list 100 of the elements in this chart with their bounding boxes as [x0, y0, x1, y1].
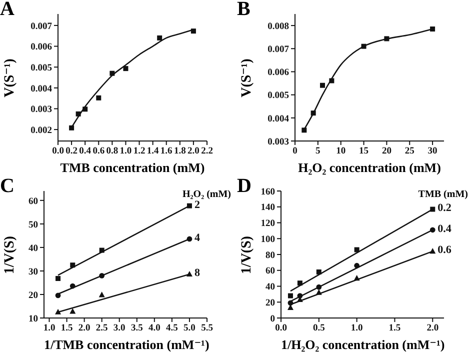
- y-axis-title: 1/V(S): [2, 235, 18, 274]
- x-tick-label: 1.5: [60, 324, 73, 334]
- point: [186, 270, 192, 277]
- point: [361, 44, 366, 49]
- x-axis-title: H₂O₂ concentration (mM): [297, 159, 442, 176]
- series-label: 0.2: [438, 201, 452, 216]
- x-tick-label: 3.5: [130, 324, 144, 334]
- chart-title: C: [0, 175, 14, 198]
- point: [99, 248, 104, 253]
- x-tick-label: 0.2: [66, 146, 78, 157]
- x-tick-label: 1.6: [160, 146, 173, 157]
- y-tick-label: 120: [260, 219, 276, 230]
- y-tick-label: 100: [260, 234, 276, 245]
- x-tick-label: 1.4: [146, 146, 160, 157]
- x-tick-label: 5.0: [184, 324, 196, 334]
- point: [430, 248, 436, 254]
- point: [302, 128, 307, 133]
- series-label: 0.4: [438, 222, 452, 236]
- point: [354, 262, 360, 268]
- x-tick-label: 20: [382, 146, 392, 157]
- point: [55, 308, 62, 314]
- y-tick-label: 140: [260, 203, 276, 214]
- y-tick-label: 0.007: [30, 22, 52, 32]
- y-tick-label: 40: [266, 282, 276, 293]
- x-tick-label: 5: [316, 146, 321, 157]
- x-tick-label: 1.0: [350, 324, 363, 334]
- point: [354, 275, 360, 281]
- y-axis-title: V(S⁻¹): [2, 58, 18, 97]
- x-tick-label: 0.8: [106, 146, 118, 157]
- x-axis-title: 1/H₂O₂ concentration (mM⁻¹): [281, 336, 445, 353]
- point: [190, 28, 196, 34]
- x-tick-label: 4.0: [148, 324, 161, 334]
- point: [316, 284, 322, 290]
- y-tick-label: 0.005: [268, 91, 290, 102]
- point: [430, 26, 436, 32]
- y-tick-label: 0.002: [30, 126, 52, 136]
- x-tick-label: 0.4: [79, 146, 92, 157]
- y-tick-label: 0.003: [30, 105, 52, 116]
- point: [76, 111, 81, 116]
- point: [354, 247, 360, 252]
- point: [320, 82, 326, 88]
- x-tick-label: 0.6: [92, 146, 105, 157]
- x-tick-label: 1.0: [120, 146, 132, 157]
- legend-title: TMB (mM): [418, 189, 468, 200]
- x-tick-label: 2.5: [96, 324, 108, 334]
- x-tick-label: 25: [404, 146, 415, 157]
- x-tick-label: 1.5: [388, 324, 401, 334]
- x-tick-label: 4.5: [166, 324, 178, 334]
- point: [70, 283, 76, 289]
- point: [70, 262, 76, 268]
- y-tick-label: 0.005: [30, 63, 52, 74]
- series-label: 8: [194, 266, 200, 280]
- point: [186, 236, 192, 242]
- y-tick-label: 0: [270, 314, 276, 324]
- point: [430, 227, 436, 233]
- x-tick-label: 1.0: [43, 324, 56, 334]
- point: [384, 36, 390, 42]
- x-tick-label: 0.0: [52, 146, 64, 157]
- point: [69, 125, 74, 130]
- series-label: 2: [194, 198, 200, 212]
- y-tick-label: 60: [28, 196, 38, 207]
- y-tick-label: 40: [28, 244, 38, 254]
- point: [288, 293, 293, 298]
- series-label: 0.6: [438, 243, 452, 258]
- y-tick-label: 0.004: [268, 114, 290, 124]
- legend-title: H₂O₂ (mM): [182, 189, 231, 200]
- x-tick-label: 2.0: [426, 324, 439, 334]
- point: [316, 269, 322, 274]
- point: [70, 308, 76, 314]
- point: [82, 106, 88, 112]
- x-tick-label: 2.0: [188, 146, 200, 157]
- point: [99, 272, 105, 278]
- x-tick-label: 10: [336, 146, 346, 157]
- point: [123, 66, 128, 72]
- x-axis-title: 1/TMB concentration (mM⁻¹): [44, 336, 210, 353]
- y-tick-label: 0.003: [268, 137, 290, 148]
- point: [329, 78, 334, 84]
- y-tick-label: 50: [28, 220, 38, 230]
- point: [430, 206, 436, 212]
- x-tick-label: 2.2: [201, 146, 214, 157]
- x-tick-label: 5.5: [201, 324, 214, 334]
- y-axis-title: V(S⁻¹): [238, 58, 256, 97]
- y-tick-label: 160: [260, 187, 276, 198]
- y-tick-label: 20: [266, 298, 276, 308]
- point: [310, 110, 316, 116]
- point: [110, 70, 115, 76]
- point: [288, 300, 294, 306]
- x-tick-label: 3.0: [113, 324, 126, 334]
- series-label: 4: [194, 230, 200, 245]
- x-tick-label: 0.5: [312, 324, 326, 334]
- chart-title: B: [237, 0, 250, 21]
- x-tick-label: 0.0: [275, 324, 288, 334]
- chart-title: D: [237, 175, 252, 198]
- y-tick-label: 10: [28, 314, 38, 324]
- x-tick-label: 0: [292, 146, 298, 157]
- y-tick-label: 0.008: [268, 22, 290, 32]
- y-tick-label: 60: [266, 266, 276, 277]
- y-tick-label: 0.006: [268, 68, 290, 78]
- x-tick-label: 1.8: [174, 146, 186, 157]
- point: [316, 289, 322, 295]
